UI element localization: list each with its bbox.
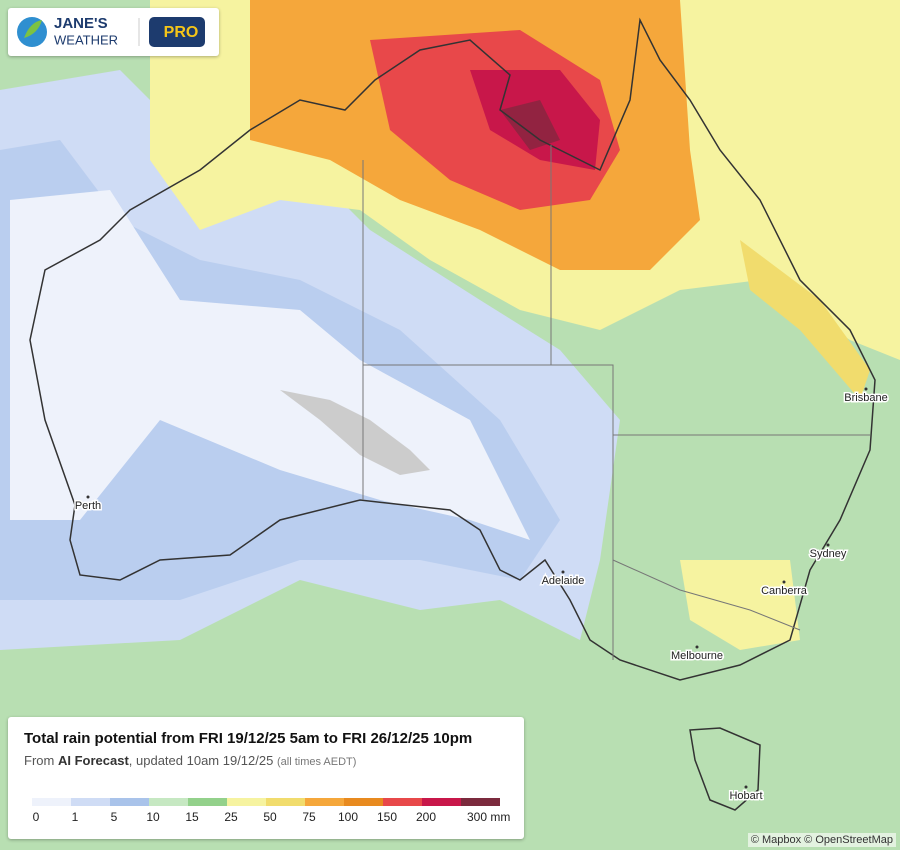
- legend-tick-label: 100: [338, 810, 358, 824]
- legend-tick-label: 5: [111, 810, 118, 824]
- rain-zone: [740, 240, 870, 400]
- legend-swatch: [149, 798, 188, 806]
- legend-tick-label: 0: [33, 810, 40, 824]
- legend-swatch: [344, 798, 383, 806]
- legend-title: Total rain potential from FRI 19/12/25 5…: [24, 730, 473, 747]
- rain-zone: [500, 100, 560, 150]
- legend-subtitle: From AI Forecast, updated 10am 19/12/25 …: [24, 753, 356, 768]
- legend-tick-label: 25: [224, 810, 238, 824]
- logo[interactable]: JANE'S WEATHER PRO: [8, 8, 219, 56]
- legend-tick-label: 150: [377, 810, 397, 824]
- city-label: Sydney: [810, 548, 847, 560]
- pro-label: PRO: [164, 24, 199, 41]
- no-data-zone: [280, 390, 430, 475]
- legend-tick-label: 50: [263, 810, 277, 824]
- attribution: © Mapbox © OpenStreetMap: [747, 833, 896, 847]
- city-label: Canberra: [761, 585, 808, 597]
- legend-tick-label: 15: [185, 810, 199, 824]
- city-dot: [826, 543, 830, 547]
- pro-badge: [149, 17, 205, 47]
- border: [612, 559, 801, 631]
- rain-zone: [680, 560, 800, 650]
- logo-line1: JANE'S: [54, 15, 108, 32]
- legend: Total rain potential from FRI 19/12/25 5…: [8, 717, 524, 839]
- legend-swatch: [110, 798, 149, 806]
- border: [363, 364, 614, 660]
- city-dot: [782, 580, 786, 584]
- logo-leaf: [24, 20, 42, 38]
- coastline: [29, 17, 876, 681]
- state-borders: [362, 145, 870, 660]
- color-scale: 0 1 5 10 15 25 50 75 100 150 200 300 mm: [32, 798, 510, 824]
- legend-swatch: [227, 798, 266, 806]
- city-dot: [86, 495, 90, 499]
- legend-swatch: [188, 798, 227, 806]
- legend-tick-label: 10: [146, 810, 160, 824]
- city-label: Melbourne: [671, 650, 723, 662]
- city-dot: [561, 570, 565, 574]
- city-dot: [744, 785, 748, 789]
- city-label: Brisbane: [844, 392, 887, 404]
- legend-swatch: [32, 798, 71, 806]
- legend-swatch: [461, 798, 500, 806]
- legend-swatch: [305, 798, 344, 806]
- city-dot: [864, 387, 868, 391]
- source: AI Forecast: [57, 753, 129, 768]
- legend-swatch: [266, 798, 305, 806]
- city-label: Perth: [75, 500, 101, 512]
- logo-line2: WEATHER: [54, 32, 118, 47]
- legend-tick-label: 1: [72, 810, 79, 824]
- legend-swatch: [422, 798, 461, 806]
- coastline: [689, 727, 761, 811]
- city-label: Hobart: [729, 790, 762, 802]
- legend-swatch: [383, 798, 422, 806]
- legend-swatch: [71, 798, 110, 806]
- city-label: Adelaide: [542, 575, 585, 587]
- city-dot: [695, 645, 699, 649]
- legend-tick-label: 300 mm: [467, 810, 510, 824]
- legend-tick-label: 200: [416, 810, 436, 824]
- source-prefix: From: [24, 753, 55, 768]
- logo-graphic: JANE'S WEATHER PRO: [17, 15, 205, 47]
- legend-tick-label: 75: [302, 810, 316, 824]
- timezone-note: (all times AEDT): [276, 756, 357, 768]
- source-suffix: , updated 10am 19/12/25: [128, 753, 274, 768]
